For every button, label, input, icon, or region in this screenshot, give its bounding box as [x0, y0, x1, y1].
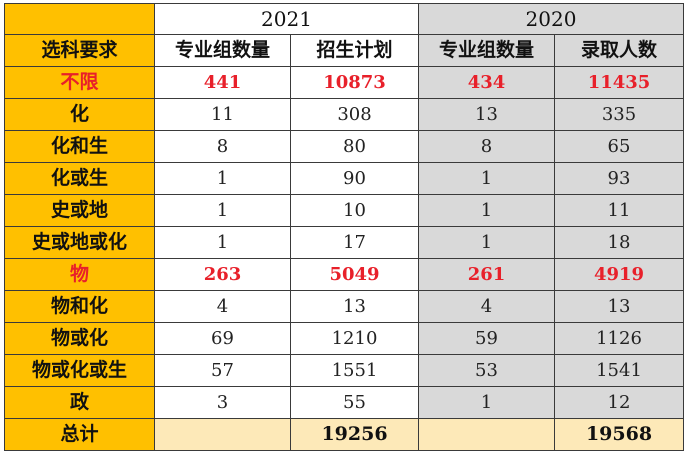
- groups-2021-cell: 441: [154, 66, 291, 99]
- row-label: 化: [4, 98, 155, 131]
- admitted-2020-cell: 65: [554, 130, 684, 163]
- groups-2020-cell: 8: [418, 130, 555, 163]
- groups-2020-cell: 1: [418, 386, 555, 419]
- table-row: 物 263 5049 261 4919: [4, 258, 684, 291]
- plan-2021-cell: 10873: [290, 66, 419, 99]
- groups-2021-cell: 57: [154, 354, 291, 387]
- column-header-row: 选科要求 专业组数量 招生计划 专业组数量 录取人数: [4, 34, 684, 67]
- row-label: 物: [4, 258, 155, 291]
- groups-2021-cell: 1: [154, 194, 291, 227]
- row-label: 物或化或生: [4, 354, 155, 387]
- table-row: 史或地 1 10 1 11: [4, 194, 684, 227]
- plan-2021-cell: 55: [290, 386, 419, 419]
- table-row: 化 11 308 13 335: [4, 98, 684, 131]
- admitted-2020-cell: 18: [554, 226, 684, 259]
- subject-requirement-table: 2021 2020 选科要求 专业组数量 招生计划 专业组数量 录取人数 不限 4…: [4, 3, 684, 451]
- groups-2020-cell: 13: [418, 98, 555, 131]
- table-row: 政 3 55 1 12: [4, 386, 684, 419]
- admitted-2020-cell: 11: [554, 194, 684, 227]
- corner-cell: [4, 3, 155, 35]
- groups-2020-cell: 1: [418, 162, 555, 195]
- groups-2021-cell: 263: [154, 258, 291, 291]
- plan-2021-cell: 13: [290, 290, 419, 323]
- groups-2021-cell: 4: [154, 290, 291, 323]
- year-2021-header: 2021: [154, 3, 419, 35]
- groups-2021-cell: 8: [154, 130, 291, 163]
- admitted-2020-cell: 93: [554, 162, 684, 195]
- total-plan-2021-cell: 19256: [290, 418, 419, 451]
- row-label: 化和生: [4, 130, 155, 163]
- groups-2021-cell: 11: [154, 98, 291, 131]
- total-label: 总计: [4, 418, 155, 451]
- total-row: 总计 19256 19568: [4, 418, 684, 451]
- groups-2020-cell: 59: [418, 322, 555, 355]
- plan-2021-cell: 80: [290, 130, 419, 163]
- groups-2021-header: 专业组数量: [154, 34, 291, 67]
- table-row: 化和生 8 80 8 65: [4, 130, 684, 163]
- plan-2021-cell: 1551: [290, 354, 419, 387]
- year-2020-header: 2020: [418, 3, 684, 35]
- table-row: 物或化 69 1210 59 1126: [4, 322, 684, 355]
- plan-2021-cell: 10: [290, 194, 419, 227]
- admitted-2020-header: 录取人数: [554, 34, 684, 67]
- table-row: 物和化 4 13 4 13: [4, 290, 684, 323]
- groups-2021-cell: 1: [154, 162, 291, 195]
- groups-2020-cell: 53: [418, 354, 555, 387]
- plan-2021-cell: 308: [290, 98, 419, 131]
- table-row: 物或化或生 57 1551 53 1541: [4, 354, 684, 387]
- subject-requirement-header: 选科要求: [4, 34, 155, 67]
- table-row: 不限 441 10873 434 11435: [4, 66, 684, 99]
- table-row: 史或地或化 1 17 1 18: [4, 226, 684, 259]
- groups-2020-header: 专业组数量: [418, 34, 555, 67]
- groups-2020-cell: 261: [418, 258, 555, 291]
- admitted-2020-cell: 4919: [554, 258, 684, 291]
- table-container: 2021 2020 选科要求 专业组数量 招生计划 专业组数量 录取人数 不限 4…: [4, 3, 684, 451]
- total-groups-2021-cell: [154, 418, 291, 451]
- admitted-2020-cell: 335: [554, 98, 684, 131]
- plan-2021-header: 招生计划: [290, 34, 419, 67]
- groups-2021-cell: 3: [154, 386, 291, 419]
- admitted-2020-cell: 13: [554, 290, 684, 323]
- row-label: 物和化: [4, 290, 155, 323]
- groups-2020-cell: 434: [418, 66, 555, 99]
- groups-2021-cell: 1: [154, 226, 291, 259]
- plan-2021-cell: 1210: [290, 322, 419, 355]
- plan-2021-cell: 17: [290, 226, 419, 259]
- groups-2020-cell: 1: [418, 226, 555, 259]
- admitted-2020-cell: 11435: [554, 66, 684, 99]
- row-label: 物或化: [4, 322, 155, 355]
- admitted-2020-cell: 1126: [554, 322, 684, 355]
- groups-2021-cell: 69: [154, 322, 291, 355]
- groups-2020-cell: 4: [418, 290, 555, 323]
- total-admitted-2020-cell: 19568: [554, 418, 684, 451]
- groups-2020-cell: 1: [418, 194, 555, 227]
- row-label: 政: [4, 386, 155, 419]
- table-row: 化或生 1 90 1 93: [4, 162, 684, 195]
- row-label: 化或生: [4, 162, 155, 195]
- admitted-2020-cell: 12: [554, 386, 684, 419]
- row-label: 不限: [4, 66, 155, 99]
- plan-2021-cell: 90: [290, 162, 419, 195]
- plan-2021-cell: 5049: [290, 258, 419, 291]
- row-label: 史或地或化: [4, 226, 155, 259]
- total-groups-2020-cell: [418, 418, 555, 451]
- admitted-2020-cell: 1541: [554, 354, 684, 387]
- row-label: 史或地: [4, 194, 155, 227]
- year-header-row: 2021 2020: [4, 3, 684, 35]
